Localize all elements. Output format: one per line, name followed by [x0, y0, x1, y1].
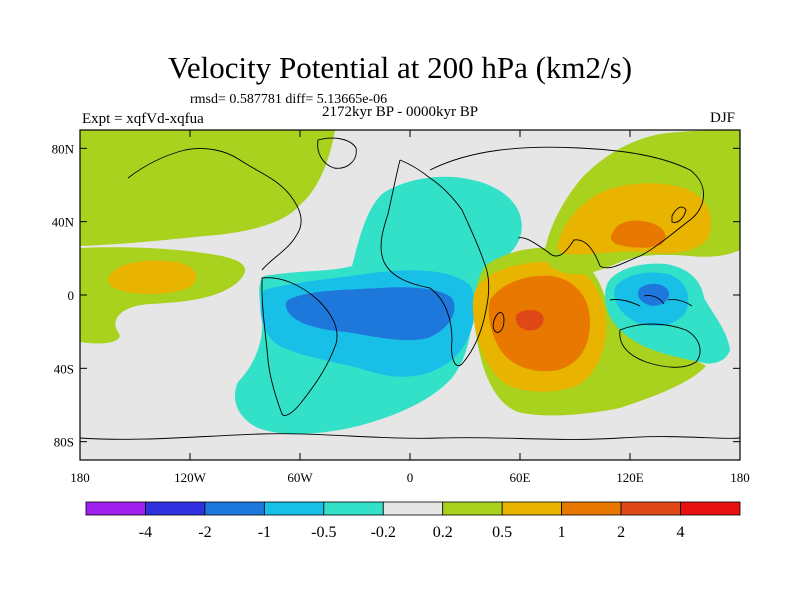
y-tick-label: 40S: [54, 361, 74, 376]
x-tick-label: 180: [70, 470, 90, 485]
colorbar-label: 4: [677, 524, 685, 541]
colorbar-box: [442, 501, 503, 516]
east-asia-region-1: [610, 220, 666, 248]
colorbar-label: -1: [258, 524, 271, 541]
x-tick-label: 60W: [287, 470, 313, 485]
x-tick-label: 180: [730, 470, 750, 485]
colorbar-box: [680, 501, 741, 516]
colorbar-label: -0.2: [371, 524, 396, 541]
x-tick-label: 120E: [616, 470, 644, 485]
colorbar-label: 0.2: [433, 524, 453, 541]
coast-japan: [671, 206, 687, 223]
chart-title: Velocity Potential at 200 hPa (km2/s): [167, 50, 633, 85]
atlantic-region-minus-1: [285, 287, 455, 341]
coast-south-america: [261, 277, 338, 416]
colorbar-label: 0.5: [492, 524, 512, 541]
coastlines: [80, 137, 740, 440]
colorbar-label: 1: [558, 524, 566, 541]
map-panel: [80, 130, 740, 460]
colorbar-box: [145, 501, 206, 516]
x-tick-label: 60E: [510, 470, 531, 485]
x-tick-label: 0: [407, 470, 414, 485]
coast-indonesia: [609, 295, 693, 307]
east-asia-region-0.5: [557, 183, 711, 255]
colorbar-box: [323, 501, 384, 516]
colorbar-label: 2: [617, 524, 625, 541]
stats-text: rmsd= 0.587781 diff= 5.13665e-06: [190, 92, 388, 107]
y-tick-label: 40N: [52, 215, 75, 230]
x-tick-label: 120W: [174, 470, 207, 485]
indian-ocean-region-2: [515, 309, 544, 331]
colorbar-label: -2: [198, 524, 211, 541]
coast-greenland: [317, 137, 357, 169]
coast-antarctica: [80, 433, 740, 440]
expt-text: Expt = xqfVd-xqfua: [82, 111, 204, 127]
colorbar-box: [561, 501, 622, 516]
colorbar-box: [382, 501, 444, 516]
coast-north-america: [127, 148, 302, 271]
colorbar-label: -0.5: [311, 524, 336, 541]
colorbar-box: [501, 501, 563, 516]
colorbar-box: [85, 501, 146, 516]
y-tick-label: 0: [68, 288, 75, 303]
y-axis: 80N 40N 0 40S 80S: [52, 141, 740, 450]
season-text: DJF: [710, 110, 736, 126]
y-tick-label: 80N: [52, 141, 75, 156]
period-text: 2172kyr BP - 0000kyr BP: [322, 104, 479, 120]
colorbar: -4 -2 -1 -0.5 -0.2 0.2 0.5 1 2 4: [85, 501, 741, 541]
colorbar-box: [204, 501, 265, 516]
central-pacific-region-0.5: [107, 260, 197, 294]
colorbar-box: [263, 501, 325, 516]
coast-madagascar: [492, 312, 505, 333]
coast-australia: [619, 323, 701, 368]
colorbar-box: [620, 501, 681, 516]
y-tick-label: 80S: [54, 435, 74, 450]
colorbar-label: -4: [139, 524, 152, 541]
coast-europe-africa: [380, 159, 490, 367]
north-pacific-region-0.2: [80, 130, 335, 246]
x-axis: 180 120W 60W 0 60E 120E 180: [70, 130, 750, 485]
coast-asia: [429, 146, 704, 269]
